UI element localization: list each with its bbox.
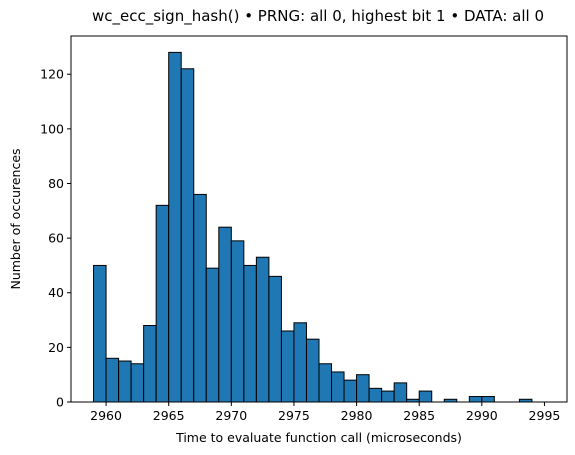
histogram-bar [244, 265, 257, 402]
x-tick-label: 2985 [403, 408, 435, 423]
histogram-bar [382, 391, 395, 402]
x-tick-label: 2960 [90, 408, 122, 423]
y-tick-label: 60 [48, 231, 64, 246]
histogram-bar [344, 380, 357, 402]
histogram-bar [206, 268, 219, 402]
y-tick-label: 120 [40, 67, 64, 82]
histogram-bar [482, 397, 495, 402]
x-axis-label: Time to evaluate function call (microsec… [175, 430, 462, 445]
x-tick-label: 2970 [215, 408, 247, 423]
x-ticks: 2960 2965 2970 2975 2980 2985 2990 2995 [90, 402, 560, 423]
histogram-bar [94, 265, 107, 402]
y-tick-label: 20 [48, 340, 64, 355]
y-axis-label: Number of occurences [8, 148, 23, 289]
bars-group [94, 52, 532, 402]
histogram-bar [106, 358, 119, 402]
histogram-bar [469, 397, 482, 402]
histogram-bar [181, 69, 194, 402]
histogram-bar [256, 257, 269, 402]
histogram-bar [306, 339, 319, 402]
x-tick-label: 2980 [341, 408, 373, 423]
histogram-bar [194, 194, 207, 402]
histogram-bar [169, 52, 182, 402]
histogram-bar [394, 383, 407, 402]
histogram-bar [319, 364, 332, 402]
x-tick-label: 2995 [529, 408, 561, 423]
chart-title: wc_ecc_sign_hash() • PRNG: all 0, highes… [92, 7, 544, 26]
histogram-bar [144, 326, 157, 402]
y-tick-label: 80 [48, 176, 64, 191]
histogram-bar [219, 227, 232, 402]
y-ticks: 0 20 40 60 80 100 120 [40, 67, 71, 410]
histogram-bar [131, 364, 144, 402]
histogram-bar [281, 331, 294, 402]
histogram-bar [357, 375, 370, 402]
histogram-bar [269, 276, 282, 402]
y-tick-label: 40 [48, 285, 64, 300]
x-tick-label: 2965 [153, 408, 185, 423]
histogram-bar [294, 323, 307, 402]
x-tick-label: 2975 [278, 408, 310, 423]
histogram-bar [231, 241, 244, 402]
histogram-bar [369, 388, 382, 402]
histogram-bar [332, 372, 345, 402]
histogram-bar [419, 391, 432, 402]
y-tick-label: 100 [40, 121, 64, 136]
histogram-bar [156, 205, 169, 402]
histogram-bar [119, 361, 132, 402]
x-tick-label: 2990 [466, 408, 498, 423]
y-tick-label: 0 [56, 395, 64, 410]
